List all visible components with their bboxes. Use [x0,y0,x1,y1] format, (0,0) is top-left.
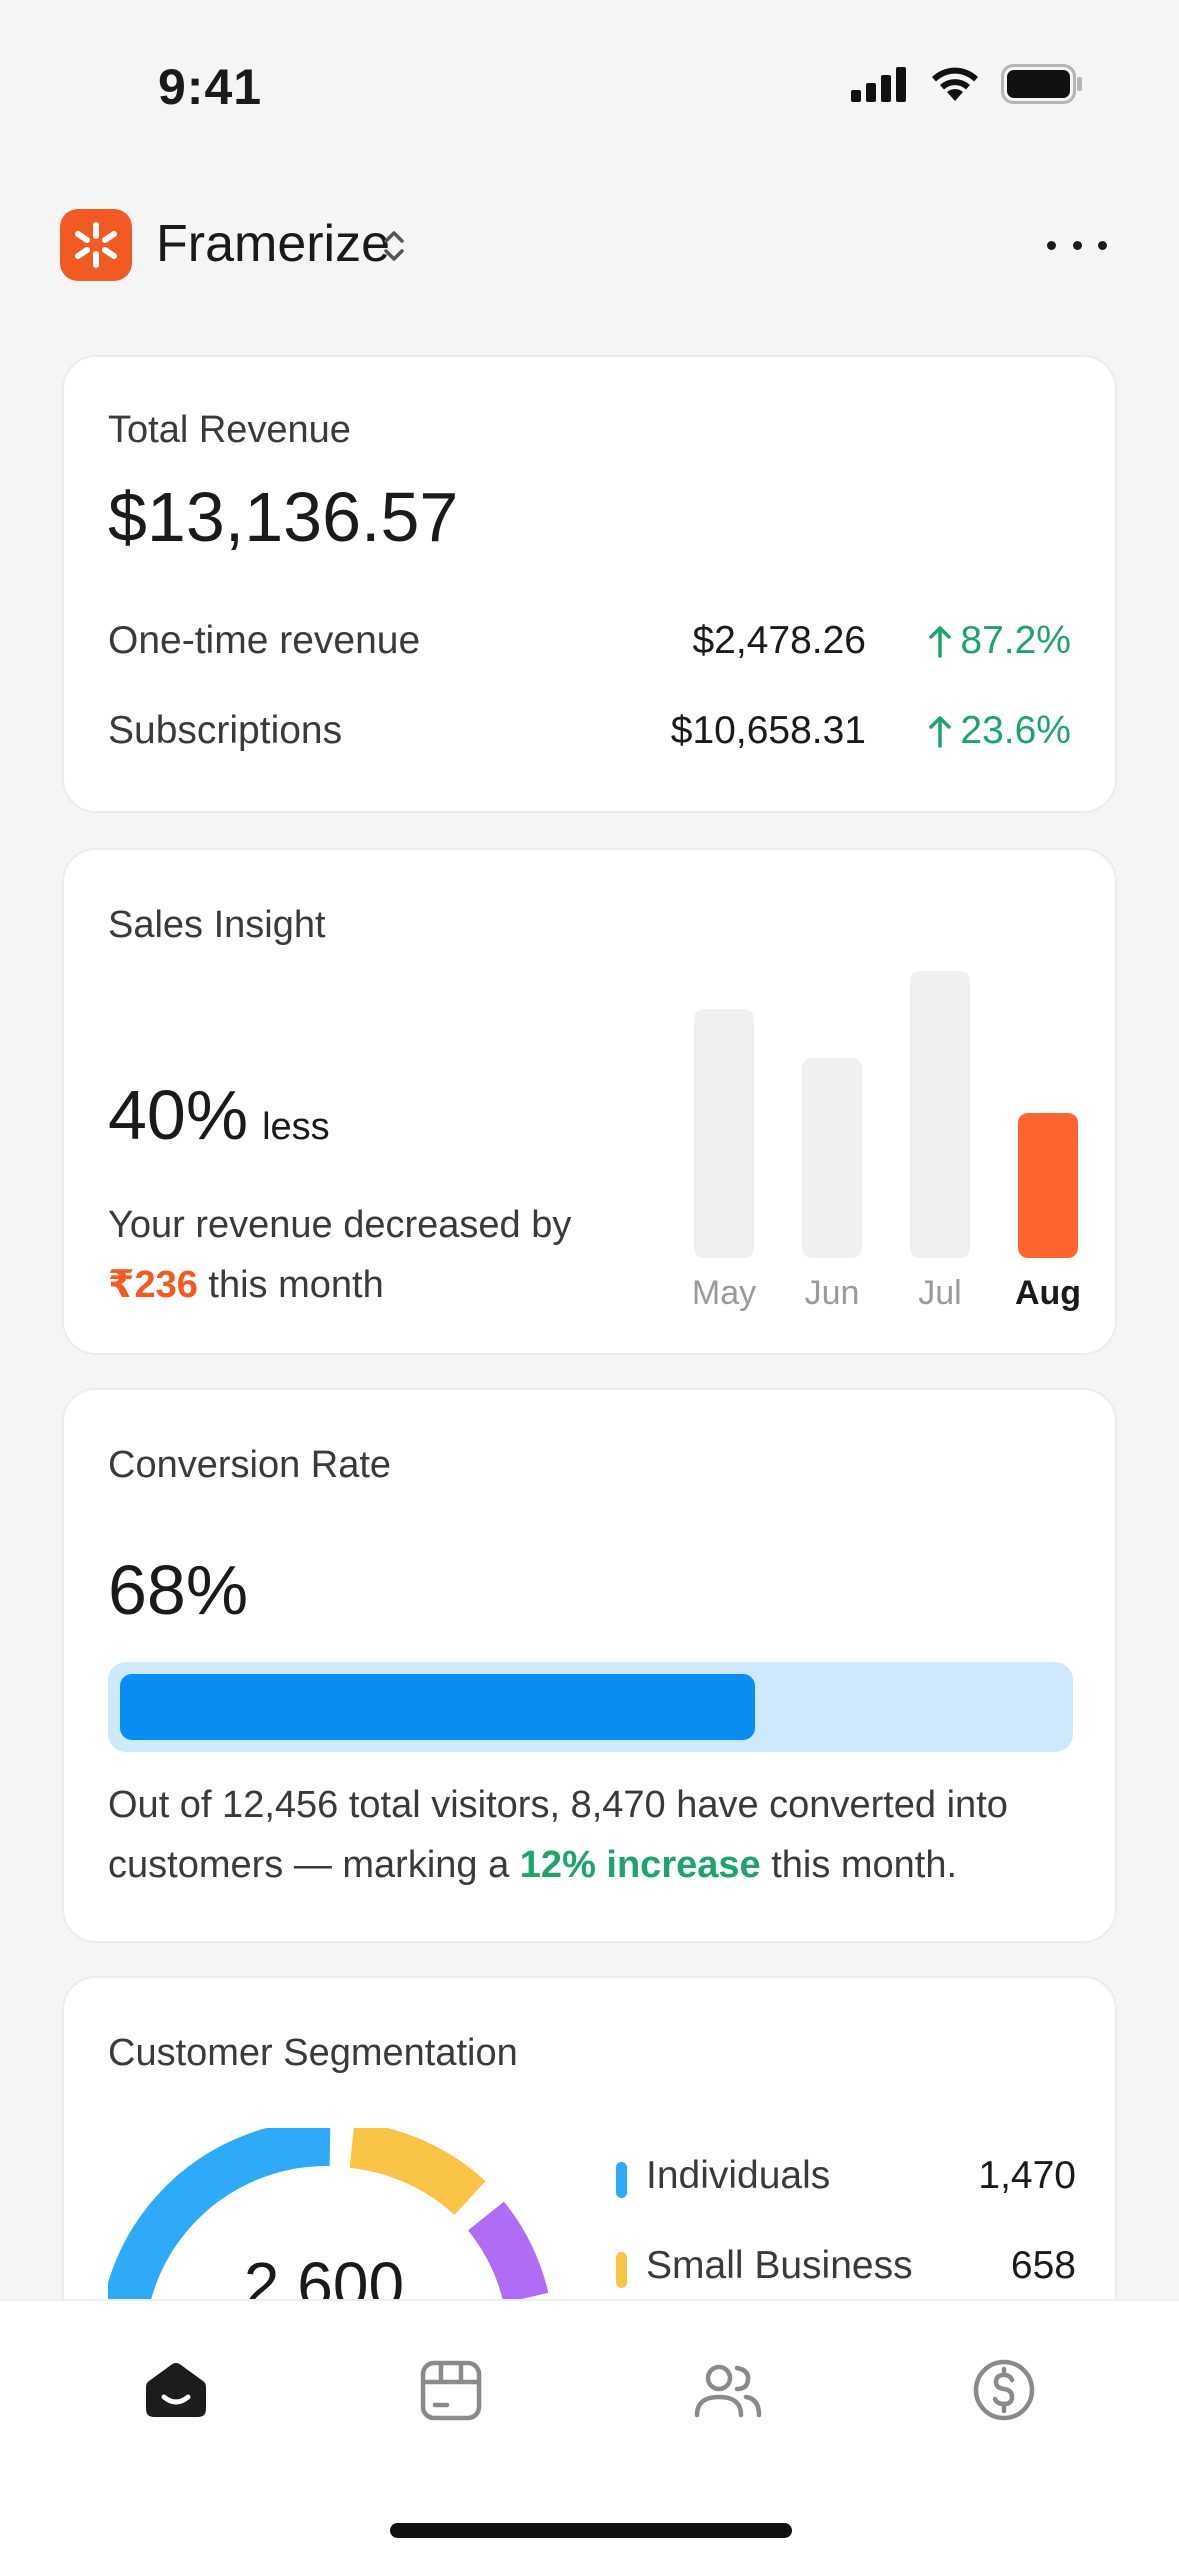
segment-value: 658 [1010,2244,1076,2287]
home-icon [146,2363,206,2417]
segment-name: Individuals [646,2154,831,2197]
status-time: 9:41 [158,59,263,115]
tab-calendar[interactable] [406,2345,496,2435]
bar-label-may: May [691,1274,757,1312]
status-bar: 9:41 [0,0,1179,150]
sales-percent-value: 40% [108,1076,249,1154]
card-title: Conversion Rate [108,1444,392,1486]
calendar-icon [420,2360,482,2421]
sales-percent-suffix: less [262,1106,330,1148]
sales-description: Your revenue decreased by ₹236 this mont… [108,1195,628,1315]
conv-desc-highlight: 12% increase [519,1844,761,1886]
more-dot [1072,240,1082,250]
revenue-row-change: 23.6% [928,709,1071,753]
wifi-icon [932,67,978,101]
bar-label-jun: Jun [804,1274,860,1312]
bar-label-jul: Jul [918,1274,962,1312]
segment-name: Small Business [646,2244,913,2287]
tab-payments[interactable] [959,2345,1049,2435]
conv-desc-text: this month. [760,1844,958,1886]
status-icons [851,64,1083,104]
card-title: Total Revenue [108,409,351,451]
card-title: Customer Segmentation [108,2032,518,2074]
more-options-button[interactable] [1047,220,1107,270]
dollar-icon [973,2359,1035,2421]
bar-label-aug: Aug [1014,1274,1082,1312]
sales-desc-amount: ₹236 [108,1264,198,1306]
logo-icon [75,222,117,268]
tab-customers[interactable] [683,2345,773,2435]
arrow-up-icon [929,716,952,748]
bar-jul [910,971,970,1258]
sales-desc-text: this month [197,1264,384,1306]
revenue-row: Subscriptions $10,658.31 23.6% [108,709,1071,769]
revenue-row-label: Subscriptions [108,709,343,752]
revenue-row-change: 87.2% [928,619,1071,663]
segment-value: 1,470 [978,2154,1076,2197]
conversion-value: 68% [108,1551,249,1629]
conversion-rate-card[interactable]: Conversion Rate 68% Out of 12,456 total … [62,1388,1117,1943]
sales-percent: 40% less [108,1075,330,1155]
legend-color-dot [616,2162,627,2198]
bottom-tab-bar [0,2299,1179,2556]
bar-aug [1018,1113,1078,1258]
arrow-up-icon [929,626,952,658]
donut-segment-other [467,2201,548,2304]
bar-jun [802,1058,862,1258]
revenue-row-label: One-time revenue [108,619,421,662]
conversion-progress-fill [120,1674,755,1740]
legend-color-dot [616,2252,627,2288]
signal-icon [851,67,906,102]
revenue-row-amount: $10,658.31 [670,709,866,752]
conv-desc-text: Out of 12,456 total visitors, 8,470 have… [108,1784,1008,1886]
more-dot [1098,240,1107,250]
sales-insight-card[interactable]: Sales Insight 40% less Your revenue decr… [62,848,1117,1355]
change-percent: 23.6% [960,709,1071,752]
total-revenue-card[interactable]: Total Revenue $13,136.57 One-time revenu… [62,355,1117,813]
donut-segment-small-business [349,2128,486,2216]
users-icon [694,2364,762,2418]
battery-icon [1001,64,1082,104]
more-dot [1047,240,1056,250]
app-logo[interactable] [60,209,132,281]
home-indicator [390,2523,792,2538]
revenue-row-amount: $2,478.26 [692,619,866,662]
card-title: Sales Insight [108,904,326,946]
conversion-progress-bar [108,1662,1073,1752]
segment-legend-item: Individuals 1,470 [616,2150,1076,2210]
bar-may [694,1009,754,1258]
revenue-row: One-time revenue $2,478.26 87.2% [108,619,1071,679]
chevron-up-down-icon[interactable] [382,228,406,264]
sales-desc-text: Your revenue decreased by [108,1204,572,1246]
sales-bar-chart: May Jun Jul Aug [674,950,1094,1312]
conversion-description: Out of 12,456 total visitors, 8,470 have… [108,1775,1088,1895]
change-percent: 87.2% [960,619,1071,662]
tab-home[interactable] [131,2345,221,2435]
segment-legend-item: Small Business 658 [616,2240,1076,2300]
workspace-name[interactable]: Framerize [156,215,391,273]
total-revenue-value: $13,136.57 [108,478,459,556]
app-header: Framerize [0,200,1179,290]
